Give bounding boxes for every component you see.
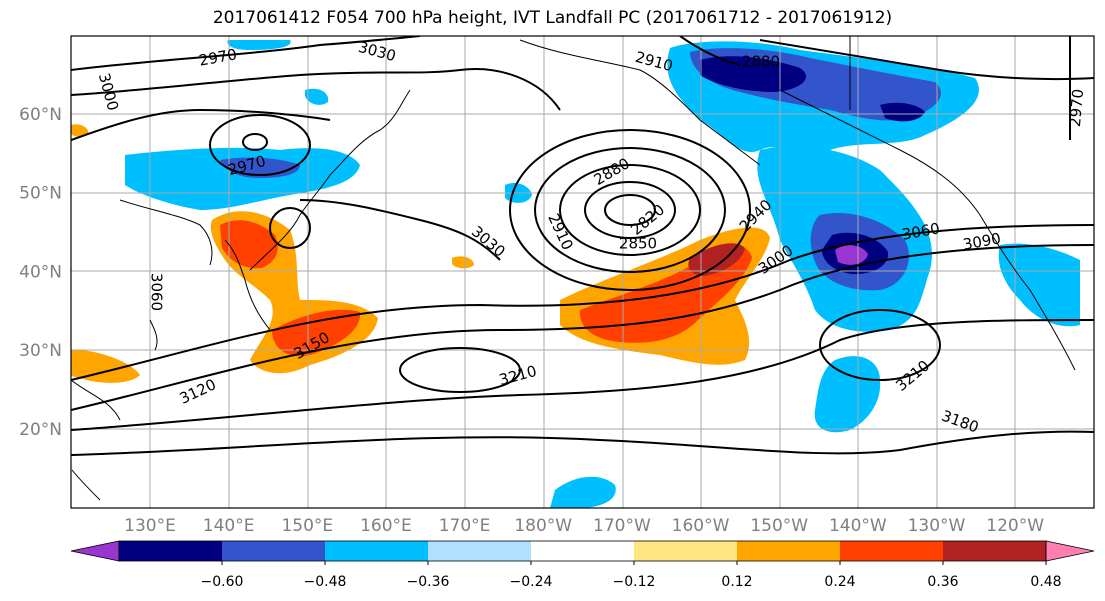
colorbar-segment (1045, 540, 1095, 562)
colorbar-tick-label: 0.36 (927, 574, 958, 590)
colorbar-segment (119, 541, 223, 561)
lon-tick-label: 170°E (439, 516, 491, 536)
lat-tick-label: 30°N (19, 341, 62, 361)
blue-region-eurasia (125, 147, 360, 210)
darkred-region-central-pacific (688, 243, 745, 276)
navy-region-bc (880, 102, 925, 122)
orange-region-small (452, 256, 474, 269)
colorbar-tick-label: −0.36 (407, 574, 450, 590)
colorbar-tick-label: −0.24 (510, 574, 553, 590)
colorbar-segment (840, 541, 944, 561)
red-region-japan-east (272, 309, 361, 357)
lon-tick-label: 160°E (360, 516, 412, 536)
colorbar-tick-label: −0.48 (304, 574, 347, 590)
lat-tick-label: 60°N (19, 105, 62, 125)
contour-label: 3090 (962, 229, 1003, 253)
blue-region-top-left (227, 40, 291, 50)
colorbar-segment (943, 541, 1047, 561)
orange-region-topleft (71, 124, 89, 137)
lon-tick-label: 150°E (281, 516, 333, 536)
red-region-japan (220, 220, 278, 269)
colorbar-segment (531, 541, 635, 561)
contour-label: 3000 (95, 71, 122, 113)
colorbar-tick-label: −0.60 (201, 574, 244, 590)
lon-tick-label: 140°E (203, 516, 255, 536)
lon-tick-label: 150°W (750, 516, 808, 536)
contour-label: 2910 (544, 211, 576, 253)
lon-tick-label: 120°W (986, 516, 1044, 536)
contour-label: 3030 (356, 38, 398, 65)
lat-tick-label: 40°N (19, 262, 62, 282)
contour-label: 3210 (497, 362, 539, 389)
blue-region-small-2 (305, 88, 329, 105)
lon-tick-label: 130°E (124, 516, 176, 536)
purple-region-core (835, 245, 868, 265)
contour-label: 2880 (742, 53, 780, 71)
contour-label: 3120 (177, 375, 219, 407)
colorbar-segment (325, 541, 429, 561)
colorbar (70, 540, 1095, 562)
orange-region-west (71, 349, 140, 383)
contour-label: 2970 (198, 45, 239, 69)
colorbar-tick-label: 0.12 (721, 574, 752, 590)
contour-label: 2970 (1066, 88, 1087, 128)
colorbar-segment (222, 541, 326, 561)
contour-label: 2910 (633, 48, 675, 75)
map-title: 2017061412 F054 700 hPa height, IVT Land… (212, 8, 893, 28)
navy-region-alaska (700, 56, 806, 92)
height-contours (71, 36, 1094, 456)
graticule (71, 36, 1094, 508)
lon-tick-label: 180°W (514, 516, 572, 536)
colorbar-segment (737, 541, 841, 561)
latitude-labels: 60°N 50°N 40°N 30°N 20°N (19, 105, 62, 440)
lon-tick-label: 130°W (908, 516, 966, 536)
lon-tick-label: 160°W (672, 516, 730, 536)
contour-label: 2820 (627, 200, 668, 238)
colorbar-segment (428, 541, 532, 561)
colorbar-segment (634, 541, 738, 561)
blue-region-pacific (550, 476, 616, 508)
contour-label: 3030 (468, 222, 509, 260)
contour-label: 2850 (619, 235, 657, 253)
colorbar-segment (70, 540, 120, 562)
coastlines (71, 36, 1076, 501)
colorbar-labels: −0.60 −0.48 −0.36 −0.24 −0.12 0.12 0.24 0.36 0.4… (201, 561, 1062, 590)
contour-label: 3180 (939, 407, 981, 437)
lon-tick-label: 140°W (829, 516, 887, 536)
colorbar-outline (118, 540, 1047, 562)
lat-tick-label: 20°N (19, 420, 62, 440)
colorbar-tick-label: −0.12 (613, 574, 656, 590)
contour-label: 3060 (148, 273, 166, 311)
longitude-labels: 130°E 140°E 150°E 160°E 170°E 180°W 170°W 160°W… (124, 516, 1044, 536)
colorbar-tick-label: 0.24 (824, 574, 855, 590)
colorbar-tick-label: 0.48 (1030, 574, 1061, 590)
blue-region-baja (814, 356, 881, 433)
lon-tick-label: 170°W (593, 516, 651, 536)
blue-region-canada (998, 243, 1080, 327)
contour-label: 3210 (892, 356, 933, 394)
map-frame (70, 35, 1095, 509)
lat-tick-label: 50°N (19, 184, 62, 204)
